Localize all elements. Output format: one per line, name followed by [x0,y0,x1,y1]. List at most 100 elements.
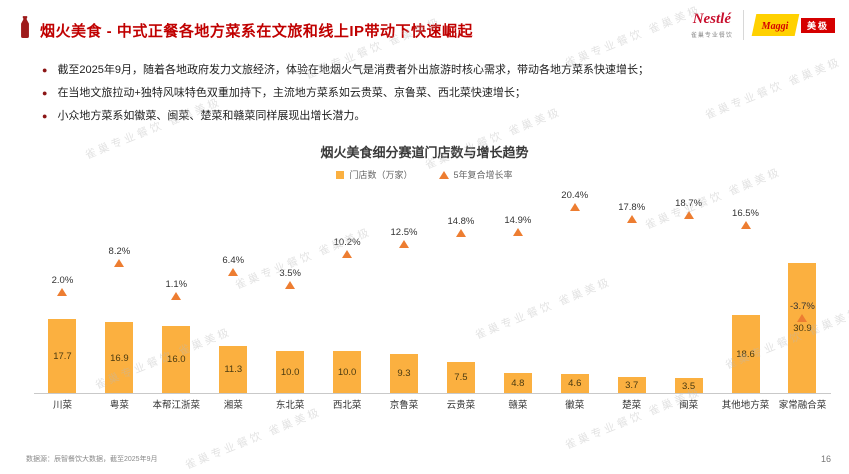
nestle-wordmark: Nestlé [692,11,732,27]
legend-item-stores: 门店数（万家） [336,168,413,181]
legend-item-cagr: 5年复合增长率 [438,168,513,181]
bar-group: 16.9 8.2% [91,186,148,393]
x-axis-label: 楚菜 [622,400,642,411]
growth-marker-icon [57,287,68,296]
bar-group: 16.0 1.1% [148,186,205,393]
growth-value-label: 1.1% [165,278,188,290]
growth-marker-icon [398,239,409,248]
bar-group: 10.0 10.2% [319,186,376,393]
x-axis-label: 川菜 [52,400,72,411]
bar [674,378,703,393]
growth-value-label: 2.0% [51,274,74,286]
brand-logos: Nestlé 雀巢专业餐饮 Maggi 美极 [691,10,835,40]
bar-group: 17.7 2.0% [34,186,91,393]
bullet-list: ● 截至2025年9月，随着各地政府发力文旅经济，体验在地烟火气是消费者外出旅游… [42,62,809,131]
x-axis-label: 本帮江浙菜 [152,400,201,411]
bar [105,322,134,393]
growth-value-label: 17.8% [618,202,646,214]
bar [788,263,817,393]
bullet-dot-icon: ● [42,111,48,122]
x-axis-label: 其他地方菜 [721,400,770,411]
bar [333,351,362,393]
growth-marker-icon [797,314,808,323]
growth-marker-icon [626,215,637,224]
chart-title: 烟火美食细分赛道门店数与增长趋势 [320,145,529,160]
growth-marker-icon [114,259,125,268]
bar-value-label: 9.3 [397,368,411,380]
chart-legend: 门店数（万家） 5年复合增长率 [0,168,849,181]
bullet-item: ● 小众地方菜系如徽菜、闽菜、楚菜和赣菜同样展现出增长潜力。 [42,108,809,125]
bar-value-label: 30.9 [793,323,812,335]
bar-value-label: 18.6 [736,348,755,360]
bar-value-label: 17.7 [53,350,72,362]
bar-group: 9.3 12.5% [376,186,433,393]
growth-value-label: 14.9% [504,215,532,227]
growth-value-label: 18.7% [675,197,703,209]
bar-value-label: 10.0 [280,367,300,378]
bar-value-label: 4.6 [568,378,582,390]
bar-group: 4.6 20.4% [546,186,603,393]
bar-swatch-icon [336,170,345,179]
growth-marker-icon [683,210,694,219]
x-axis-labels: 川菜 粤菜 本帮江浙菜 湘菜 东北菜 西北菜 京鲁菜 云贵菜 赣菜 徽菜 楚菜 闽菜 其他地方菜 家常融合… [34,397,831,411]
x-axis-label: 闽菜 [679,400,699,411]
bar-chart: 17.7 2.0% 16.9 8.2% 16.0 1.1% 11.3 6.4% 10.0 3.5%… [34,186,831,394]
bar [162,325,191,393]
bullet-dot-icon: ● [42,88,48,99]
x-axis-label: 东北菜 [275,400,305,411]
bar-group: 11.3 6.4% [205,186,262,393]
bar-group: 7.5 14.8% [432,186,489,393]
bar-value-label: 10.0 [337,367,357,378]
maggi-wordmark: Maggi [751,14,799,36]
x-axis-label: 家常融合菜 [778,400,827,411]
bar-group: 18.6 16.5% [717,186,774,393]
growth-value-label: 6.4% [222,254,245,266]
bar [560,373,589,393]
legend-label: 门店数（万家） [349,170,413,180]
growth-value-label: 10.2% [333,237,361,249]
nestle-logo: Nestlé 雀巢专业餐饮 [691,11,733,39]
x-axis-label: 西北菜 [332,400,362,411]
bar [617,377,646,393]
growth-value-label: 16.5% [732,208,759,220]
bar-group: 10.0 3.5% [262,186,319,393]
watermark: 雀巢专业餐饮 雀巢美极 [183,406,324,472]
bar-value-label: 7.5 [454,372,468,384]
bar-value-label: 3.7 [625,380,639,392]
bar-value-label: 16.9 [110,352,129,364]
growth-value-label: -3.7% [790,301,815,313]
bar-value-label: 4.8 [511,377,525,389]
logo-divider [742,10,744,40]
growth-marker-icon [569,203,580,212]
bullet-dot-icon: ● [42,65,48,75]
x-axis-label: 粤菜 [109,400,129,411]
growth-marker-icon [512,228,523,237]
header: 烟火美食 - 中式正餐各地方菜系在文旅和线上IP带动下快速崛起 [18,16,659,44]
bar-group: 30.9 -3.7% [774,186,831,393]
x-axis-label: 京鲁菜 [389,400,419,411]
bar-value-label: 16.0 [167,354,186,366]
growth-marker-icon [740,221,751,230]
legend-label: 5年复合增长率 [453,170,513,180]
x-axis-label: 徽菜 [565,400,585,411]
growth-marker-icon [342,250,353,259]
page-title: 烟火美食 - 中式正餐各地方菜系在文旅和线上IP带动下快速崛起 [40,22,474,40]
bar-group: 3.5 18.7% [660,186,717,393]
bar [731,314,760,393]
growth-marker-icon [285,280,296,289]
x-axis-label: 湘菜 [223,400,243,411]
data-source-note: 数据源：辰智餐饮大数据，截至2025年9月 [26,456,158,463]
maggi-logo: Maggi 美极 [751,14,835,36]
growth-marker-icon [455,228,466,237]
bar-value-label: 11.3 [224,364,243,376]
triangle-swatch-icon [438,170,449,179]
bullet-item: ● 截至2025年9月，随着各地政府发力文旅经济，体验在地烟火气是消费者外出旅游… [42,62,809,79]
bullet-text: 截至2025年9月，随着各地政府发力文旅经济，体验在地烟火气是消费者外出旅游时核… [57,64,650,76]
growth-value-label: 8.2% [108,246,131,258]
bullet-item: ● 在当地文旅拉动+独特风味特色双重加持下，主流地方菜系如云贵菜、京鲁菜、西北菜… [42,85,809,102]
bar [48,318,77,393]
growth-value-label: 20.4% [561,190,589,202]
bar [276,351,305,393]
bar-value-label: 3.5 [681,380,696,392]
